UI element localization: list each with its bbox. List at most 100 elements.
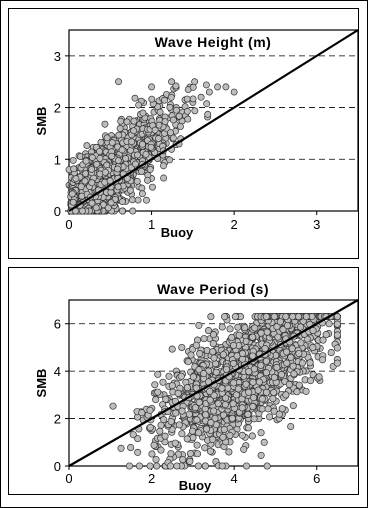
wave-period-point [306,359,314,367]
wave-period-xtick-label: 2 [148,471,155,486]
wave-period-point [212,368,220,376]
wave-period-points [109,313,341,470]
wave-period-point [302,387,310,395]
wave-height-point [130,117,138,125]
wave-period-point [288,345,296,353]
wave-period-point [211,414,219,423]
wave-height-point [197,93,205,101]
wave-height-point [108,152,116,160]
wave-height-point [202,81,210,89]
wave-period-point [203,346,211,355]
wave-period-ylabel: SMB [34,369,49,398]
wave-height-point [103,134,111,142]
wave-height-point [77,183,85,191]
wave-period-point [193,416,201,424]
wave-period-point [238,431,246,439]
wave-period-point [229,341,238,349]
wave-period-point [234,385,242,393]
wave-height-point [135,101,143,109]
wave-height-point [115,78,122,86]
wave-period-point [249,402,257,411]
wave-height-ytick-label: 0 [54,204,61,219]
wave-period-point [264,405,272,413]
wave-period-point [263,388,271,396]
wave-period-point [125,462,134,470]
wave-period-point [135,462,144,470]
wave-period-point [327,349,335,357]
wave-period-point [255,378,263,386]
wave-height-ytick-label: 3 [54,49,61,64]
wave-period-point [279,325,287,334]
wave-period-point [210,391,218,399]
wave-period-point [157,421,165,429]
wave-height-point [107,199,115,207]
wave-period-point [262,357,270,365]
wave-period-point [206,447,214,455]
wave-height-point [114,165,122,173]
wave-period-point [168,345,176,353]
wave-period-point [260,438,268,446]
wave-period-point [333,359,341,367]
wave-period-point [319,336,327,344]
wave-height-point [204,110,212,118]
wave-period-point [218,384,226,392]
wave-period-point [165,372,173,380]
wave-height-point [214,83,222,91]
wave-period-reference-line [68,299,359,467]
wave-period-point [235,331,243,339]
wave-period-point [177,372,185,380]
wave-height-xtick-label: 1 [148,217,155,232]
wave-period-point [129,431,137,439]
wave-period-point [175,421,183,429]
wave-height-point [147,143,155,151]
wave-height-point [189,95,197,103]
wave-period-ytick-label: 6 [54,317,61,332]
wave-height-xtick-label: 2 [231,217,238,232]
wave-period-point [244,410,252,418]
wave-period-point [242,380,250,388]
wave-period-point [192,384,200,392]
wave-period-xtick-label: 6 [313,471,320,486]
wave-period-point [266,413,274,421]
wave-height-point [183,95,191,103]
wave-height-reference-line [68,29,359,212]
wave-period-point [289,402,297,410]
wave-period-point [309,343,317,352]
wave-period-point [187,351,195,359]
wave-height-ticks: 0 1 2 3 0 1 2 3 [54,49,321,232]
wave-height-point [114,157,122,165]
wave-height-point [129,207,137,215]
wave-period-point [193,441,201,449]
wave-period-point [250,394,258,402]
wave-period-point [161,432,169,440]
wave-period-point [283,322,292,330]
wave-period-point [298,359,307,367]
wave-period-point [262,369,270,377]
wave-height-point [69,156,77,164]
wave-height-point [128,138,136,146]
wave-height-panel: Wave Height (m) SMB Buoy 0 1 2 3 0 1 2 3 [8,8,359,259]
wave-height-ytick-label: 1 [54,152,61,167]
wave-period-point [229,400,237,408]
wave-period-point [225,448,233,456]
wave-period-point [185,410,193,418]
wave-height-point [172,106,180,114]
wave-height-point [69,198,77,206]
wave-height-point [191,78,199,86]
wave-height-point [167,93,175,101]
wave-period-point [173,462,181,470]
wave-period-point [183,384,191,392]
wave-period-point [218,323,226,331]
wave-period-point [249,378,257,386]
wave-period-point [195,398,203,406]
wave-period-point [226,325,234,333]
wave-period-point [154,370,162,378]
wave-period-point [230,379,238,387]
wave-period-point [258,395,266,403]
wave-period-point [315,373,323,381]
wave-height-point [133,177,141,185]
wave-period-point [251,324,259,332]
wave-period-point [214,400,222,408]
wave-height-point [118,146,126,154]
